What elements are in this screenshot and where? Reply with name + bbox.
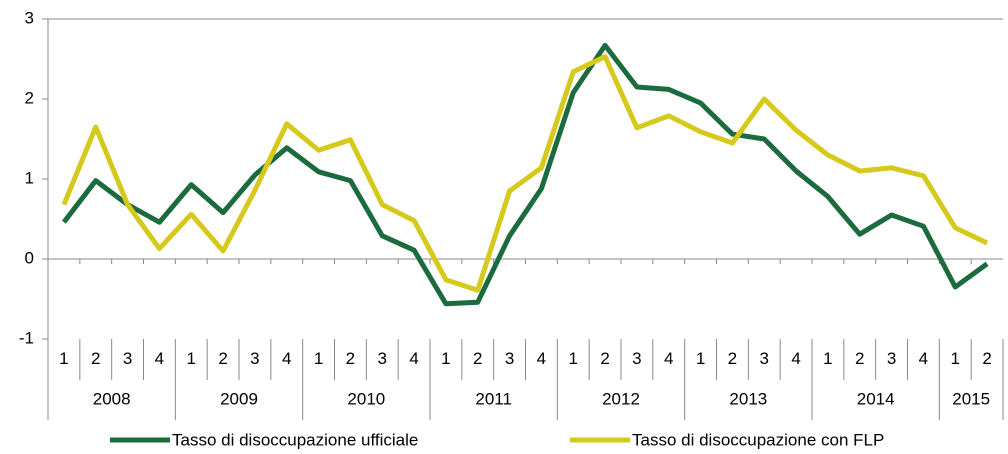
legend-label: Tasso di disoccupazione con FLP bbox=[632, 430, 884, 449]
x-group-label: 2013 bbox=[729, 389, 767, 408]
x-tick-label: 3 bbox=[378, 349, 387, 368]
x-tick-label: 2 bbox=[600, 349, 609, 368]
x-tick-label: 4 bbox=[664, 349, 673, 368]
x-tick-label: 2 bbox=[982, 349, 991, 368]
y-tick-label: 3 bbox=[25, 8, 34, 27]
y-tick-label: 1 bbox=[25, 168, 34, 187]
x-tick-label: 3 bbox=[250, 349, 259, 368]
x-tick-label: 3 bbox=[632, 349, 641, 368]
x-tick-label: 1 bbox=[951, 349, 960, 368]
x-group-label: 2015 bbox=[952, 389, 990, 408]
x-tick-label: 3 bbox=[505, 349, 514, 368]
x-tick-label: 3 bbox=[123, 349, 132, 368]
x-tick-label: 2 bbox=[855, 349, 864, 368]
x-tick-label: 3 bbox=[887, 349, 896, 368]
series-line bbox=[61, 54, 989, 293]
x-group-label: 2012 bbox=[602, 389, 640, 408]
x-group-label: 2011 bbox=[475, 389, 512, 408]
x-tick-label: 4 bbox=[155, 349, 164, 368]
x-tick-label: 1 bbox=[696, 349, 705, 368]
x-tick-label: 2 bbox=[346, 349, 355, 368]
x-tick-label: 4 bbox=[919, 349, 928, 368]
x-tick-label: 4 bbox=[282, 349, 291, 368]
x-tick-label: 1 bbox=[59, 349, 68, 368]
x-group-label: 2008 bbox=[93, 389, 131, 408]
x-tick-label: 4 bbox=[791, 349, 800, 368]
legend-label: Tasso di disoccupazione ufficiale bbox=[172, 430, 418, 449]
x-tick-label: 2 bbox=[91, 349, 100, 368]
x-group-label: 2010 bbox=[347, 389, 385, 408]
x-tick-label: 4 bbox=[537, 349, 546, 368]
x-tick-label: 1 bbox=[314, 349, 323, 368]
x-tick-label: 2 bbox=[218, 349, 227, 368]
x-tick-label: 4 bbox=[409, 349, 418, 368]
x-tick-label: 3 bbox=[760, 349, 769, 368]
series-line bbox=[61, 42, 989, 307]
x-tick-label: 1 bbox=[569, 349, 578, 368]
y-tick-label: -1 bbox=[19, 328, 34, 347]
x-tick-label: 1 bbox=[187, 349, 196, 368]
x-group-label: 2009 bbox=[220, 389, 258, 408]
x-tick-label: 1 bbox=[441, 349, 450, 368]
x-group-label: 2014 bbox=[857, 389, 895, 408]
y-tick-label: 2 bbox=[25, 88, 34, 107]
y-tick-label: 0 bbox=[25, 248, 34, 267]
x-tick-label: 1 bbox=[823, 349, 832, 368]
x-tick-label: 2 bbox=[473, 349, 482, 368]
x-tick-label: 2 bbox=[728, 349, 737, 368]
